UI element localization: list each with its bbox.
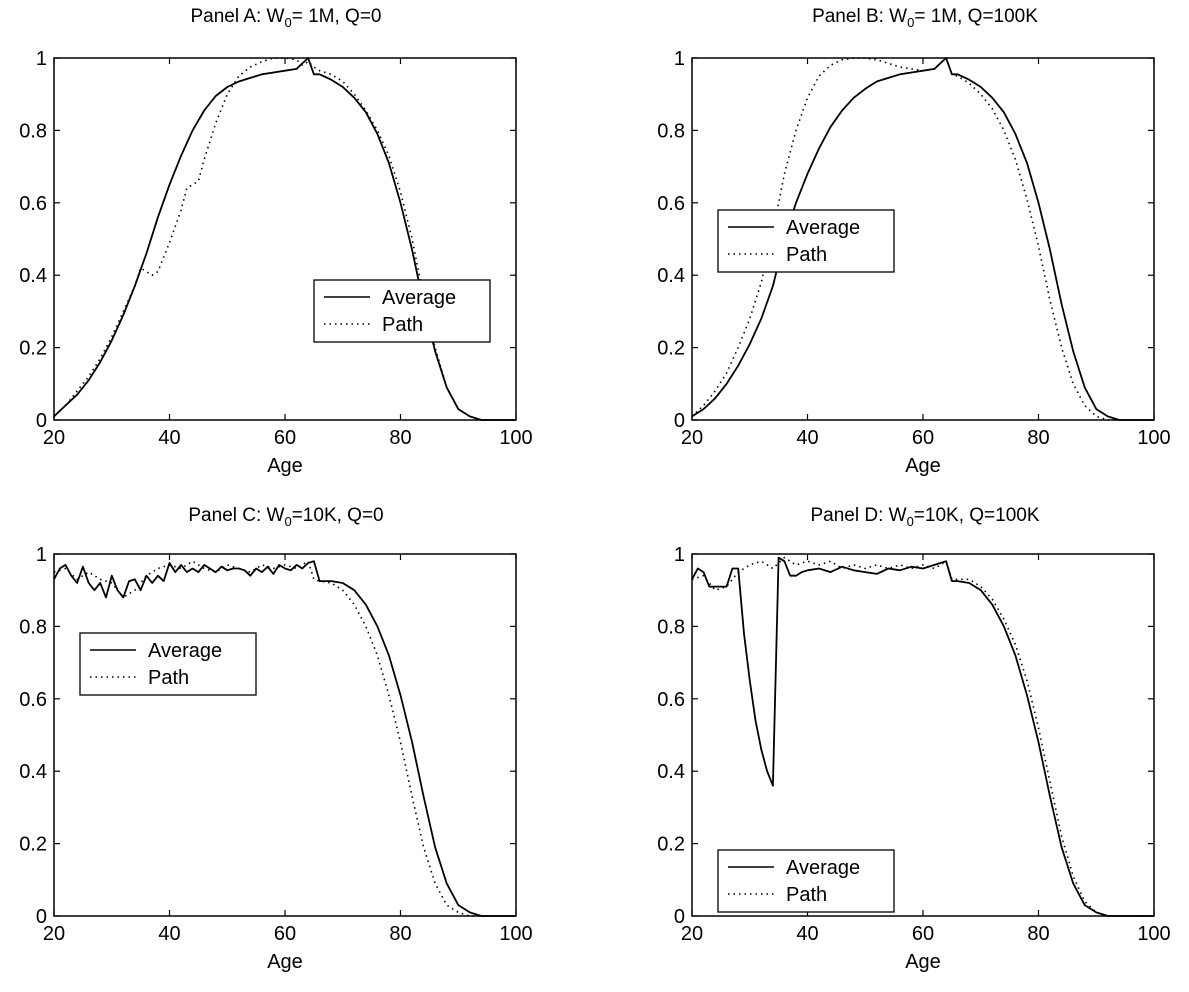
panel-a-axes-frame [53,57,517,421]
panel-d-x-tick-label: 20 [681,923,703,945]
panel-a-x-tick-label: 100 [499,427,532,449]
panel-a-y-tick-label: 1 [36,48,47,70]
panel-a-plot: 20 40 60 80 100 0 0.2 0.4 0.6 0.8 1 Age Average Path [19,48,533,477]
panel-d-x-axis-label: Age [905,951,941,973]
panel-b-y-tick-label: 1 [674,48,685,70]
panel-c-y-tick-label: 0.4 [19,761,47,783]
panel-d-legend-label-average: Average [786,857,860,879]
panel-c-y-tick-label: 0 [36,906,47,928]
panel-d-y-tick-label: 0 [674,906,685,928]
panel-a-legend-label-average: Average [382,287,456,309]
panel-d-plot: 20 40 60 80 100 0 0.2 0.4 0.6 0.8 1 Age Average Path [657,544,1171,973]
panel-c-x-tick-label: 100 [499,923,532,945]
panel-c-x-tick-label: 80 [389,923,411,945]
panel-a-series-path [53,57,516,421]
panel-a-x-tick-label: 60 [274,427,296,449]
panel-d-title-suffix: =10K, Q=100K [913,505,1040,526]
panel-c-legend-label-average: Average [148,640,222,662]
panel-b-x-tick-label: 20 [681,427,703,449]
panel-a-y-tick-label: 0 [36,410,47,432]
panel-c-plot: 20 40 60 80 100 0 0.2 0.4 0.6 0.8 1 Age Average Path [19,544,533,973]
panel-d-x-tick-label: 60 [912,923,934,945]
panel-b-x-tick-label: 100 [1137,427,1170,449]
panel-c-series-average [53,560,516,917]
panel-a-legend-label-path: Path [382,314,423,336]
panel-b-x-axis-label: Age [905,455,941,477]
panel-b-plot: 20 40 60 80 100 0 0.2 0.4 0.6 0.8 1 Age Average Path [657,48,1171,477]
panel-d-y-tick-label: 0.8 [657,616,685,638]
panel-c-axes-frame [53,553,517,917]
panel-b-x-tick-label: 60 [912,427,934,449]
panel-b-legend-label-average: Average [786,217,860,239]
panel-a-y-tick-label: 0.2 [19,338,47,360]
panel-b-legend-label-path: Path [786,244,827,266]
panel-d-legend: Average Path [717,849,895,913]
panel-a-legend: Average Path [313,279,491,343]
panel-a-title: Panel A: W0= 1M, Q=0 [190,6,381,30]
panel-b-title-subscript: 0 [907,14,915,30]
panel-c-legend-box [79,632,257,696]
panel-d-title-prefix: Panel D: W [810,505,907,526]
panel-d-y-tick-label: 0.2 [657,834,685,856]
panel-d-x-tick-label: 80 [1027,923,1049,945]
panel-b-y-tick-label: 0.6 [657,193,685,215]
panel-a-x-axis-label: Age [267,455,303,477]
panel-c-y-tick-label: 1 [36,544,47,566]
panel-d-legend-box [717,849,895,913]
panel-b-y-tick-label: 0.4 [657,265,685,287]
panel-c-x-tick-label: 60 [274,923,296,945]
panel-c-y-tick-label: 0.8 [19,616,47,638]
panel-a-y-tick-label: 0.4 [19,265,47,287]
panel-a-x-tick-label: 40 [158,427,180,449]
panel-b-y-tick-label: 0 [674,410,685,432]
panel-d-y-tick-label: 0.4 [657,761,685,783]
panel-a-title-prefix: Panel A: W [190,6,285,27]
panel-c-title-suffix: =10K, Q=0 [291,505,384,526]
panel-d-series-path [691,556,1154,917]
panel-a-legend-box [313,279,491,343]
panel-a-title-suffix: = 1M, Q=0 [291,6,382,27]
panel-a-series-average [53,57,516,421]
panel-d-y-tick-label: 1 [674,544,685,566]
panel-a-y-tick-label: 0.6 [19,193,47,215]
panel-d-x-tick-label: 100 [1137,923,1170,945]
panel-b-y-tick-label: 0.2 [657,338,685,360]
panel-d-legend-label-path: Path [786,884,827,906]
panel-b-x-tick-label: 40 [796,427,818,449]
panel-b-title-suffix: = 1M, Q=100K [914,6,1038,27]
panel-a-y-tick-label: 0.8 [19,120,47,142]
panel-b-y-tick-label: 0.8 [657,120,685,142]
panel-b-title: Panel B: W0= 1M, Q=100K [812,6,1038,30]
panel-d-title-subscript: 0 [906,513,914,529]
panel-b-legend: Average Path [717,209,895,273]
panel-d-title: Panel D: W0=10K, Q=100K [810,505,1039,529]
panel-a-title-subscript: 0 [284,14,292,30]
panel-b-title-prefix: Panel B: W [812,6,908,27]
panel-b-x-tick-label: 80 [1027,427,1049,449]
panel-a-x-tick-label: 80 [389,427,411,449]
panel-d-series-average [691,556,1154,917]
panel-c-y-tick-label: 0.6 [19,689,47,711]
panel-c-title-subscript: 0 [284,513,292,529]
panel-b-legend-box [717,209,895,273]
panel-c-title-prefix: Panel C: W [188,505,285,526]
panel-c-legend-label-path: Path [148,667,189,689]
panel-c-title: Panel C: W0=10K, Q=0 [188,505,383,529]
panel-c-legend: Average Path [79,632,257,696]
panel-c-y-tick-label: 0.2 [19,834,47,856]
panel-c-series-path [53,560,516,917]
panel-c-x-axis-label: Age [267,951,303,973]
panel-c-x-tick-label: 40 [158,923,180,945]
panel-d-y-tick-label: 0.6 [657,689,685,711]
panel-d-x-tick-label: 40 [796,923,818,945]
panel-c-x-tick-label: 20 [43,923,65,945]
panel-a-x-tick-label: 20 [43,427,65,449]
